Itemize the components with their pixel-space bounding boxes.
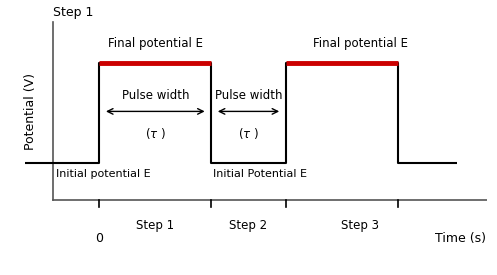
Text: Initial Potential E: Initial Potential E	[213, 169, 307, 179]
Text: Final potential E: Final potential E	[313, 37, 408, 50]
Text: ($\tau$ ): ($\tau$ )	[238, 126, 259, 141]
Text: Step 2: Step 2	[230, 219, 267, 232]
Text: Pulse width: Pulse width	[122, 89, 189, 102]
Text: Time (s): Time (s)	[434, 232, 486, 245]
Text: ($\tau$ ): ($\tau$ )	[145, 126, 166, 141]
Text: 0: 0	[95, 232, 103, 245]
Text: Potential (V): Potential (V)	[24, 73, 37, 150]
Text: Pulse width: Pulse width	[215, 89, 282, 102]
Text: Final potential E: Final potential E	[108, 37, 203, 50]
Text: Step 1: Step 1	[136, 219, 174, 232]
Text: Step 3: Step 3	[341, 219, 379, 232]
Text: Step 1: Step 1	[53, 6, 93, 19]
Text: Initial potential E: Initial potential E	[56, 169, 151, 179]
